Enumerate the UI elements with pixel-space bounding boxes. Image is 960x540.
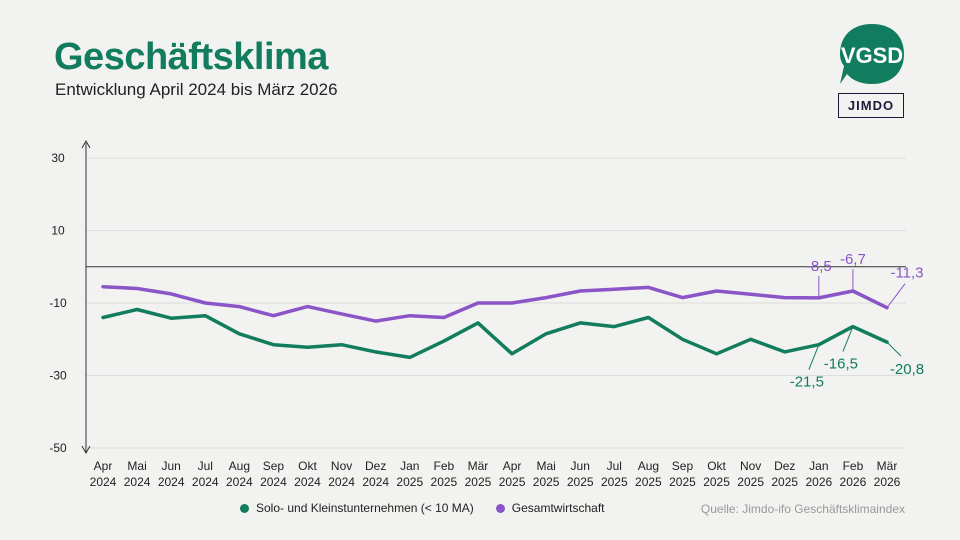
x-tick-label-month: Mai <box>127 459 146 473</box>
series-line-green <box>101 307 889 360</box>
x-tick-label-month: Okt <box>298 459 317 473</box>
x-tick-label-year: 2024 <box>362 475 389 489</box>
x-tick-label-month: Okt <box>707 459 726 473</box>
y-tick-label: 10 <box>51 224 65 238</box>
jimdo-logo: JIMDO <box>838 93 904 118</box>
data-label: -16,5 <box>824 356 858 373</box>
y-tick-label: 30 <box>51 151 65 165</box>
x-tick-label-month: Apr <box>503 459 522 473</box>
x-tick-label-year: 2024 <box>90 475 117 489</box>
x-tick-label-month: Sep <box>263 459 285 473</box>
x-tick-label-year: 2024 <box>328 475 355 489</box>
data-label: -11,3 <box>890 265 923 282</box>
x-tick-label-year: 2025 <box>465 475 492 489</box>
x-tick-label-year: 2025 <box>635 475 662 489</box>
data-label: -20,8 <box>890 361 924 378</box>
legend-item-green: Solo- und Kleinstunternehmen (< 10 MA) <box>240 501 474 515</box>
legend-marker-green <box>240 503 249 513</box>
x-tick-label-month: Mär <box>468 459 489 473</box>
x-tick-label-year: 2024 <box>294 475 321 489</box>
data-label: -6,7 <box>840 251 866 268</box>
vgsd-logo-text: VGSD <box>841 43 903 68</box>
x-tick-label-year: 2025 <box>396 475 423 489</box>
x-tick-label-year: 2024 <box>260 475 287 489</box>
x-tick-label-month: Jul <box>607 459 622 473</box>
y-axis-arrow-top <box>81 139 91 149</box>
annotation-leader <box>808 344 820 370</box>
legend-label-purple: Gesamtwirtschaft <box>511 501 605 515</box>
x-tick-label-month: Nov <box>740 459 761 473</box>
data-label: -8,5 <box>806 258 832 275</box>
x-tick-label-month: Jan <box>400 459 419 473</box>
annotation-leader <box>886 341 902 357</box>
x-tick-label-month: Jan <box>809 459 828 473</box>
x-tick-label-year: 2025 <box>737 475 764 489</box>
chart-title: Geschäftsklima <box>54 36 328 78</box>
x-tick-label-month: Nov <box>331 459 352 473</box>
source-note: Quelle: Jimdo-ifo Geschäftsklimaindex <box>700 502 905 516</box>
legend-marker-purple <box>495 503 505 513</box>
x-tick-label-year: 2025 <box>533 475 560 489</box>
x-tick-label-month: Mai <box>536 459 555 473</box>
x-tick-label-month: Jun <box>571 459 590 473</box>
x-tick-label-year: 2025 <box>431 475 458 489</box>
legend-label-green: Solo- und Kleinstunternehmen (< 10 MA) <box>256 501 474 515</box>
x-tick-label-month: Aug <box>229 459 250 473</box>
x-tick-label-year: 2025 <box>669 475 696 489</box>
annotation-leader <box>842 326 854 352</box>
x-tick-label-year: 2025 <box>703 475 730 489</box>
x-tick-label-month: Sep <box>672 459 694 473</box>
x-tick-label-month: Apr <box>94 459 113 473</box>
x-tick-label-year: 2024 <box>192 475 219 489</box>
data-label: -21,5 <box>790 374 824 391</box>
x-tick-label-year: 2026 <box>874 475 901 489</box>
x-tick-label-year: 2024 <box>124 475 151 489</box>
series-line-purple <box>101 284 889 323</box>
x-tick-label-year: 2024 <box>158 475 185 489</box>
x-tick-label-year: 2025 <box>499 475 526 489</box>
vgsd-logo: VGSD <box>840 24 904 84</box>
y-tick-label: -50 <box>49 441 67 455</box>
x-tick-label-year: 2025 <box>567 475 594 489</box>
y-tick-label: -10 <box>49 296 67 310</box>
x-tick-label-year: 2026 <box>840 475 867 489</box>
x-tick-label-month: Aug <box>638 459 659 473</box>
annotation-leader <box>886 283 906 309</box>
y-tick-label: -30 <box>49 369 67 383</box>
x-tick-label-month: Feb <box>843 459 864 473</box>
x-tick-label-month: Feb <box>434 459 455 473</box>
legend-item-purple: Gesamtwirtschaft <box>495 501 605 515</box>
x-tick-label-month: Dez <box>365 459 386 473</box>
x-tick-label-month: Dez <box>774 459 795 473</box>
y-axis-arrow-bottom <box>81 445 91 455</box>
chart-legend: Solo- und Kleinstunternehmen (< 10 MA) G… <box>240 501 605 515</box>
chart-subtitle: Entwicklung April 2024 bis März 2026 <box>55 80 338 99</box>
x-tick-label-year: 2025 <box>601 475 628 489</box>
x-tick-label-month: Mär <box>877 459 898 473</box>
x-tick-label-year: 2024 <box>226 475 253 489</box>
x-tick-label-month: Jun <box>161 459 180 473</box>
x-tick-label-year: 2026 <box>805 475 832 489</box>
x-tick-label-year: 2025 <box>771 475 798 489</box>
x-tick-label-month: Jul <box>198 459 213 473</box>
